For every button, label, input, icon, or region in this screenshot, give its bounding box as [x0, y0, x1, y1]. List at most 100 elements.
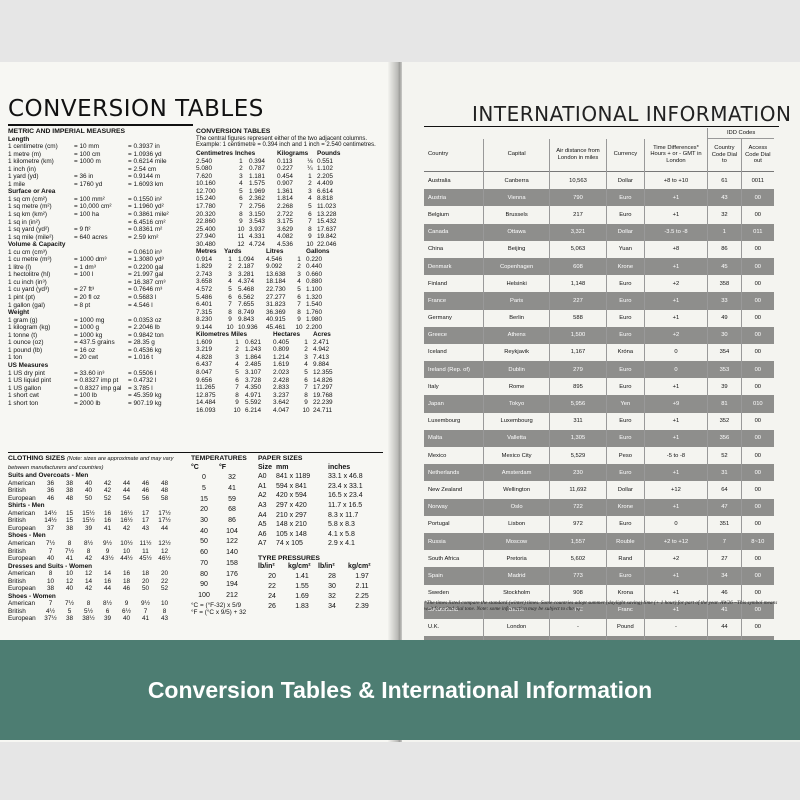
table-cell: 5.592	[245, 399, 262, 407]
table-cell: 1 centimetre (cm)	[8, 143, 58, 151]
header-row: Kilometres Miles Hectares Acres	[196, 331, 339, 339]
table-cell: 1 US gallon	[8, 384, 42, 392]
table-cell: 3.937	[248, 225, 265, 233]
table-cell: 8½	[103, 600, 112, 608]
conversion-row: 2.743 3 3.281 13.638 3 0.660	[196, 271, 332, 279]
table-cell: 841 x 1189	[276, 473, 311, 481]
table-cell: 2.39	[355, 603, 369, 611]
conversion-row: 4.828 3 1.864 1.214 3 7.413	[196, 354, 339, 362]
table-cell: 10	[302, 406, 310, 414]
table-cell: 17	[141, 517, 150, 525]
surface-row: 1 sq in (in²) = 6.4516 cm²	[8, 219, 171, 227]
table-cell: 2.023	[273, 369, 290, 376]
table-cell: American	[8, 600, 35, 608]
conversion-row: 12.875 8 4.971 3.237 8 19.768	[196, 392, 339, 400]
table-cell: 0	[643, 361, 708, 379]
table-cell: 12	[160, 547, 169, 555]
table-cell: 1,305	[548, 429, 607, 447]
table-cell: 16	[103, 577, 112, 585]
surface-row: 1 sq km (km²) = 100 ha = 0.3861 mile²	[8, 211, 171, 219]
table-cell: 0.113	[276, 157, 293, 165]
table-cell: 59	[228, 495, 236, 503]
table-cell: Paris	[483, 292, 550, 310]
table-cell: 1.980	[306, 316, 322, 324]
weight-row: 1 ton = 20 cwt = 1.016 t	[8, 354, 166, 362]
weight-heading: Weight	[8, 309, 30, 317]
table-cell: 3	[228, 270, 232, 278]
table-cell: 16.5 x 23.4	[328, 492, 363, 500]
conversion-row: 3.658 4 4.374 18.184 4 0.880	[196, 278, 332, 286]
conversion-section: CONVERSION TABLES The central figures re…	[196, 128, 381, 414]
conversion-row: 17.780 7 2.756 2.268 5 11.023	[196, 203, 343, 211]
conversion-row: 1.829 2 2.187 9.092 2 0.440	[196, 263, 332, 271]
temperature-row: 0 32	[191, 473, 247, 484]
column-header: Time Differences* Hours + or - GMT in Lo…	[643, 138, 708, 172]
clothing-groups: Suits and Overcoats - Men American 36 38 40 4…	[8, 472, 193, 623]
table-cell: Dollar	[606, 171, 645, 190]
table-cell: 42	[84, 585, 93, 593]
column-header: Gallons	[306, 248, 330, 256]
volume-row: 1 gallon (gal) = 8 pt = 4.546 l	[8, 302, 167, 310]
table-cell: Berlin	[483, 309, 550, 327]
table-cell: Krone	[606, 257, 645, 276]
table-cell: 4.409	[316, 180, 333, 188]
table-cell: 11	[142, 547, 149, 555]
table-cell: 15	[65, 517, 74, 525]
table-cell: 9.092	[266, 263, 282, 271]
table-cell: 8	[228, 308, 232, 316]
table-cell: Berne	[483, 601, 550, 619]
table-cell: +1	[643, 378, 708, 396]
table-cell: 5½	[84, 607, 93, 615]
table-cell: 311	[548, 412, 607, 430]
table-cell: 43	[707, 189, 742, 207]
table-cell: 1.181	[248, 172, 265, 180]
temperatures-table: °C °F 0 32 5 41 15 59 20 68 30 86 40 104 50 122 60 140 70 1…	[191, 463, 247, 602]
conversion-row: 0.914 1 1.094 4.546 1 0.220	[196, 256, 332, 264]
table-cell: 18	[141, 570, 150, 578]
table-cell: 5.486	[196, 293, 212, 301]
table-cell: 12	[237, 240, 245, 248]
table-cell: 1 kilogram (kg)	[8, 324, 51, 332]
table-cell: 2.200	[306, 323, 322, 331]
conversion-row: 20.320 8 3.150 2.722 6 13.228	[196, 211, 343, 219]
table-cell: Euro	[606, 361, 645, 379]
table-cell: 3,321	[548, 223, 607, 241]
column-header: inches	[328, 463, 351, 471]
table-cell: 212	[226, 591, 238, 599]
table-cell: Finland	[428, 280, 448, 287]
column-header: Access Code Dial out	[740, 138, 774, 172]
table-cell: Germany	[428, 315, 452, 322]
table-cell: 38	[65, 524, 74, 532]
table-cell: 46½	[158, 555, 171, 563]
conversion-row: 7.315 8 8.749 36.369 8 1.760	[196, 309, 332, 317]
table-cell: A0	[258, 473, 267, 481]
table-cell: 39	[707, 378, 742, 396]
table-cell: 15½	[82, 517, 95, 525]
length-row: 1 centimetre (cm) = 10 mm = 0.3937 in	[8, 143, 169, 151]
table-cell: 279	[548, 361, 607, 379]
table-cell: = 0.8361 m²	[128, 226, 163, 234]
table-cell: 17.297	[313, 384, 333, 392]
table-cell: 420 x 594	[276, 492, 307, 500]
table-cell: 64	[707, 481, 742, 499]
table-cell: 10	[122, 547, 131, 555]
length-table: 1 centimetre (cm) = 10 mm = 0.3937 in 1 met…	[8, 143, 169, 188]
table-cell: British	[8, 487, 26, 495]
table-cell: 50	[141, 585, 150, 593]
country-row: Greece Athens 1,500 Euro +2 30 00	[424, 326, 774, 344]
table-cell: 4.546	[266, 255, 282, 263]
table-cell: 1 yard (yd)	[8, 173, 39, 181]
temperature-row: 50 122	[191, 537, 247, 548]
volume-row: 1 pint (pt) = 20 fl oz = 0.5683 l	[8, 294, 167, 302]
country-row: Belgium Brussels 217 Euro +1 32 00	[424, 206, 774, 224]
table-cell: 1.361	[276, 187, 293, 195]
table-cell: -3.5 to -8	[643, 223, 708, 241]
table-cell: European	[8, 494, 36, 502]
table-cell: European	[8, 555, 36, 563]
table-cell: 38	[46, 585, 55, 593]
conversion-row: 2.540 1 0.394 0.113 ⅛ 0.551	[196, 158, 343, 166]
table-cell: -	[643, 618, 708, 637]
table-cell: 45	[707, 257, 742, 276]
table-cell: 5	[235, 369, 239, 376]
clothing-group-table: American 7½ 8 8½ 9½ 10½ 11½ 12½ British 7 7½ 8 9 10 11…	[8, 540, 175, 563]
